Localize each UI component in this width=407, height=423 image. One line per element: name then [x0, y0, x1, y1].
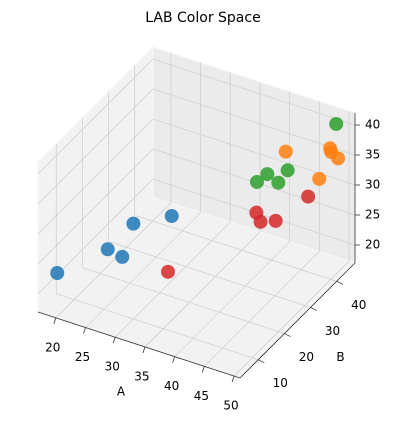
point	[301, 189, 316, 204]
y-tick	[284, 333, 291, 337]
x-axis-label: A	[117, 385, 126, 399]
z-tick-label: 35	[365, 148, 380, 162]
grid-line	[82, 267, 285, 334]
point	[50, 266, 65, 281]
grid-line	[37, 118, 154, 235]
grid-line	[55, 202, 172, 319]
grid-line	[134, 214, 337, 282]
x-tick	[112, 337, 116, 344]
point	[164, 209, 179, 224]
x-tick-label: 30	[105, 360, 120, 374]
point	[271, 175, 286, 190]
point	[329, 116, 344, 131]
x-tick-label: 20	[45, 340, 60, 354]
y-tick-label: 30	[325, 324, 340, 338]
x-axis	[37, 311, 241, 379]
grid-line	[233, 260, 350, 377]
y-tick-label: 10	[273, 376, 288, 390]
y-tick-label: 20	[299, 350, 314, 364]
grid-line	[37, 148, 154, 265]
grid-line	[152, 88, 356, 156]
z-tick-label: 25	[365, 208, 380, 222]
x-tick-label: 25	[75, 350, 90, 364]
y-axis-label: B	[336, 350, 344, 364]
grid-line	[204, 251, 320, 367]
point	[260, 167, 275, 182]
point	[160, 264, 175, 279]
grid-line	[108, 241, 311, 308]
point	[280, 163, 295, 178]
point	[126, 216, 141, 231]
point	[100, 242, 115, 257]
x-tick-label: 40	[164, 379, 179, 393]
point	[249, 174, 264, 189]
y-tick	[310, 307, 317, 311]
x-tick	[172, 356, 176, 363]
grid-line	[144, 231, 261, 348]
y-tick	[258, 359, 265, 364]
chart-title: LAB Color Space	[145, 10, 260, 26]
point	[115, 249, 130, 264]
x-tick	[53, 317, 57, 324]
x-tick	[231, 375, 235, 383]
y-tick	[336, 280, 343, 285]
point	[268, 213, 283, 228]
point	[331, 151, 346, 166]
x-tick	[201, 366, 205, 373]
z-tick-label: 30	[365, 178, 380, 192]
grid-line	[152, 58, 356, 126]
y-axis	[239, 262, 356, 379]
x-tick	[142, 346, 146, 354]
x-tick	[83, 327, 86, 334]
grid-line	[56, 293, 259, 361]
x-tick-label: 35	[134, 369, 149, 383]
point	[253, 214, 268, 229]
x-tick-label: 45	[194, 389, 209, 403]
point	[278, 144, 293, 159]
grid-line	[85, 212, 201, 328]
z-tick-label: 20	[365, 238, 380, 252]
x-tick-label: 50	[223, 399, 238, 413]
grid-line	[37, 58, 154, 175]
grid-line	[174, 241, 290, 357]
z-tick-label: 40	[365, 118, 380, 132]
point	[312, 171, 327, 186]
y-tick-label: 40	[351, 298, 366, 312]
grid-line	[114, 221, 231, 338]
grid-line	[37, 88, 154, 205]
